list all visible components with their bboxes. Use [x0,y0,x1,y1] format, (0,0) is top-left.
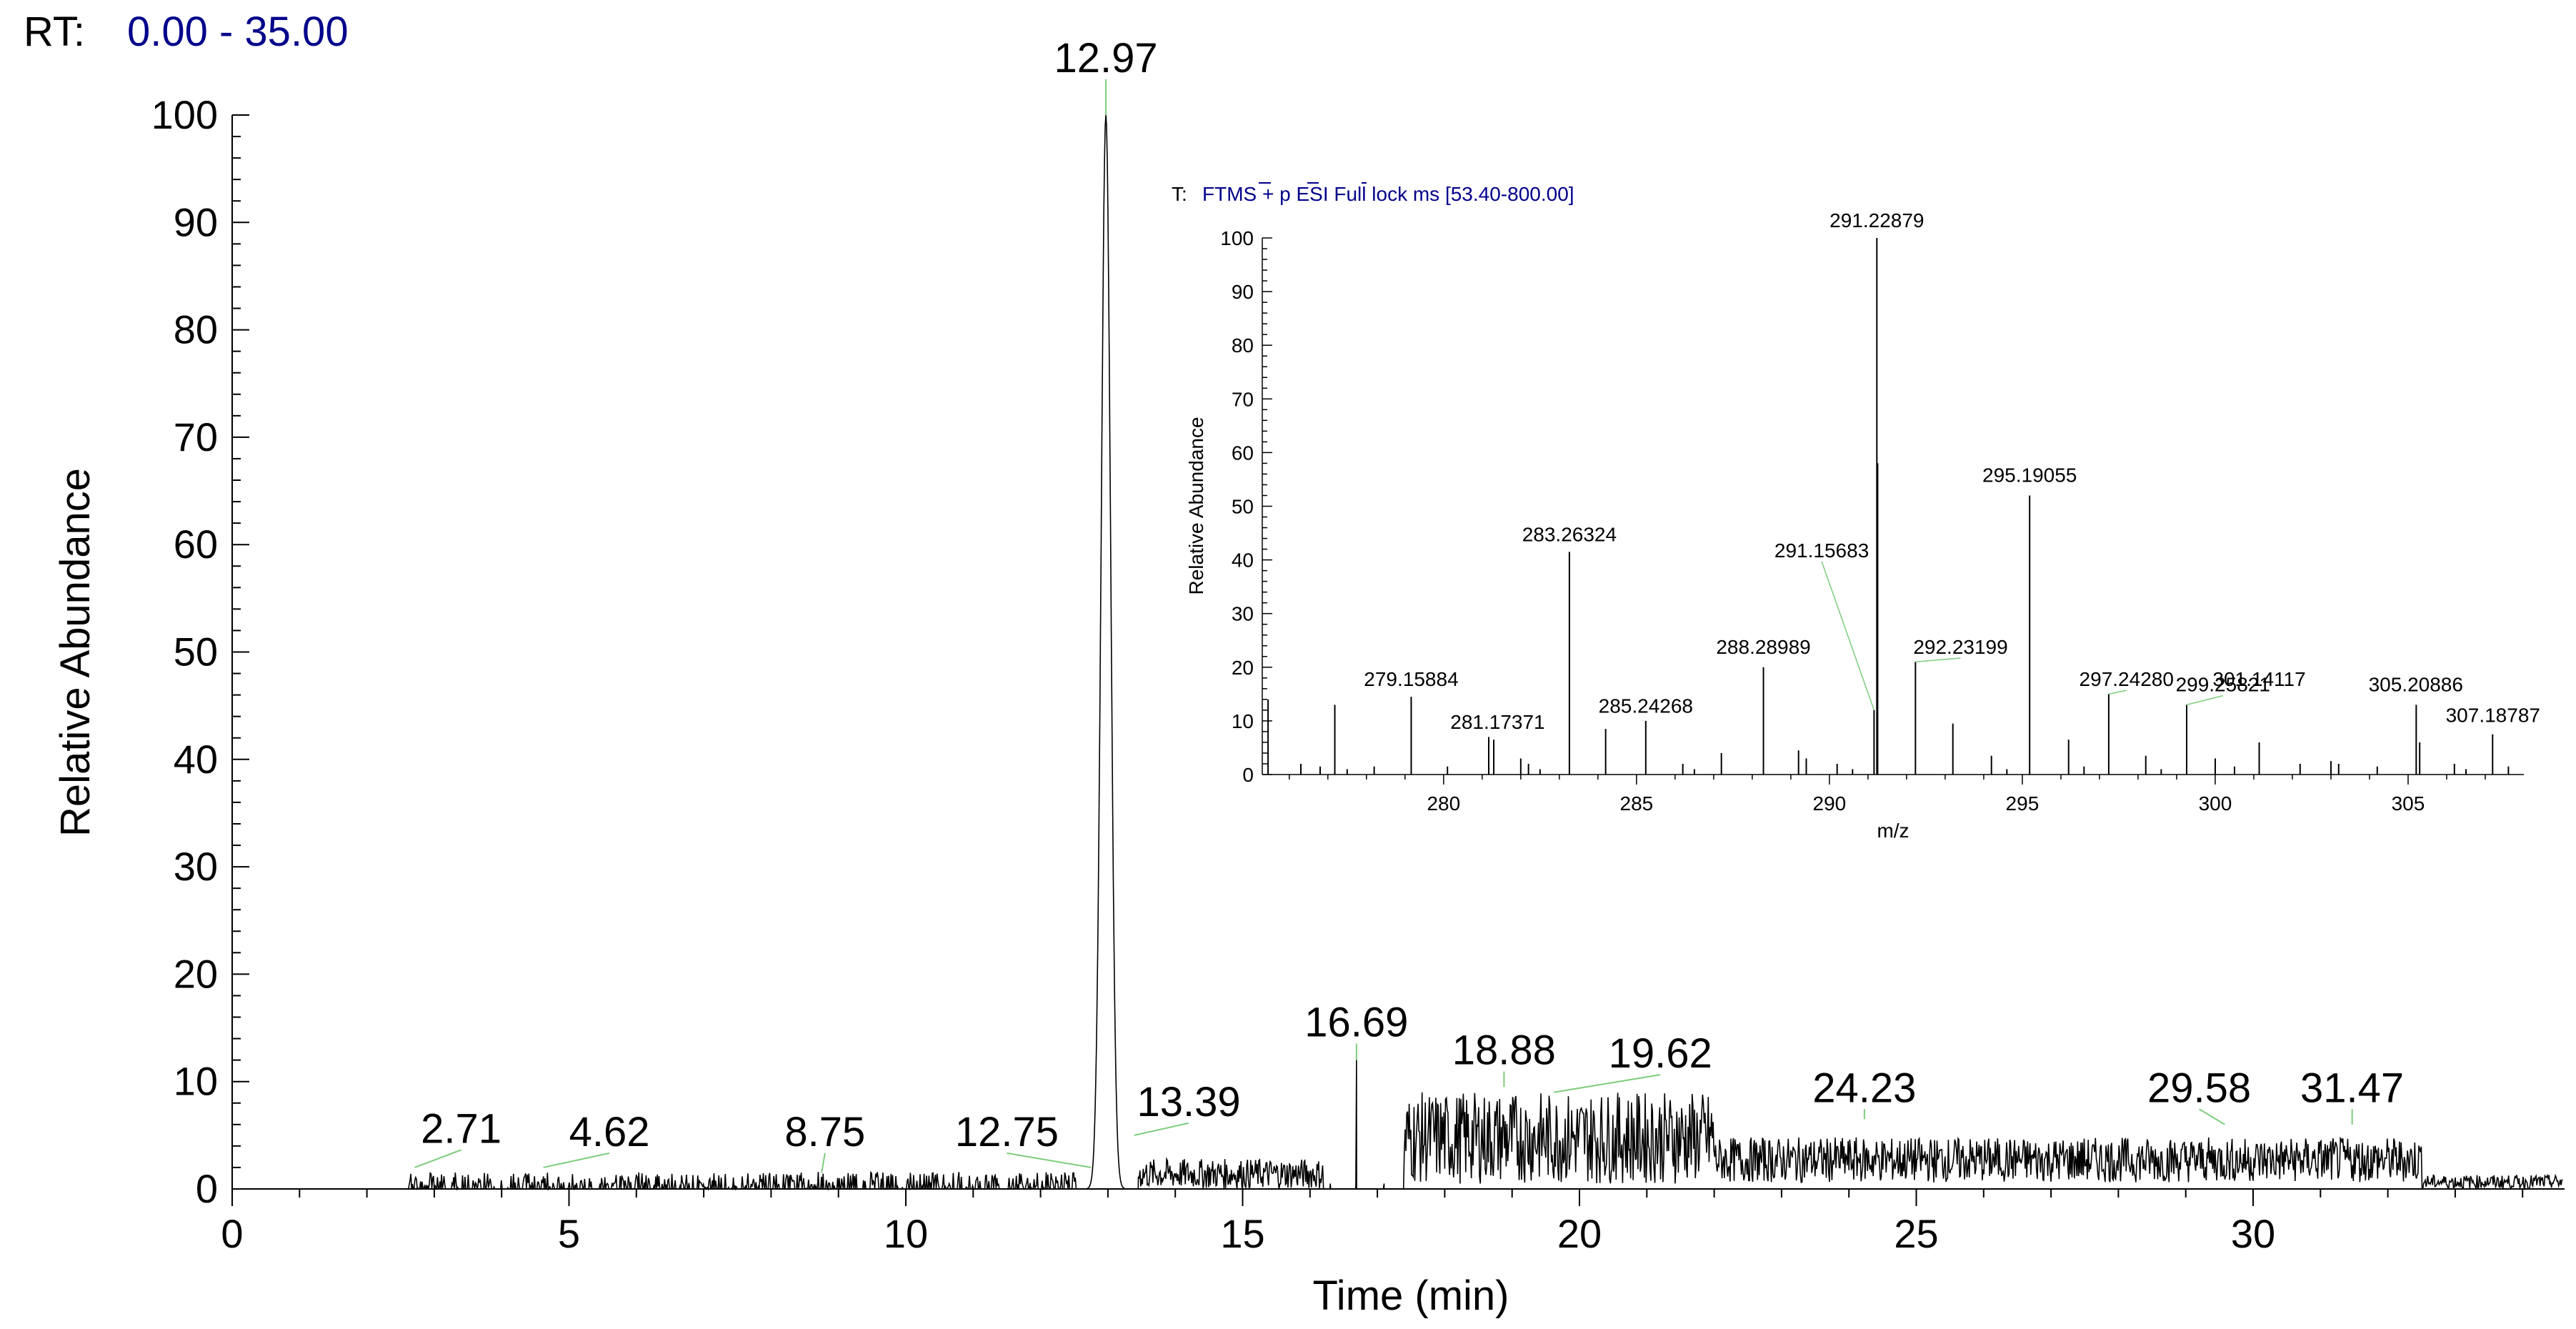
rt-range-prefix: RT: [24,9,85,55]
spectrum-peak-label: 301.14117 [2212,668,2305,690]
peak-label-leader [1007,1152,1092,1168]
peak-labels: 2.71 4.62 8.75 12.75 12.97 13.39 16.69 18.88 19.… [414,35,2404,1173]
spectrum-label-leader [2108,690,2127,695]
spectrum-y-tick-label: 10 [1232,710,1254,732]
spectrum-x-tick-label: 285 [1620,792,1654,815]
scan-filter-prefix: T: [1172,183,1187,205]
peak-label-leader [821,1153,826,1173]
y-tick-label: 80 [174,307,218,352]
x-tick-label: 0 [221,1211,243,1256]
spectrum-y-tick-label: 0 [1242,764,1254,786]
spectrum-y-tick-label: 100 [1220,227,1254,249]
y-tick-label: 10 [174,1059,218,1104]
peak-label: 16.69 [1304,1000,1408,1046]
spectrum-x-ticks: 280 285 290 295 300 305 [1289,775,2486,815]
spectrum-y-tick-label: 20 [1232,657,1254,679]
spectrum-x-tick-label: 290 [1813,792,1847,815]
peak-label: 2.71 [421,1105,501,1152]
spectrum-y-tick-label: 90 [1232,281,1254,303]
spectrum-y-ticks: 0 10 20 30 40 50 60 70 80 90 100 [1220,227,1272,786]
spectrum-y-tick-label: 40 [1232,549,1254,572]
spectrum-x-axis-title: m/z [1877,820,1909,842]
peak-label-leader [543,1152,610,1168]
peak-label: 19.62 [1609,1030,1712,1077]
spectrum-peak-label: 288.28989 [1716,636,1810,658]
spectrum-peak-label: 283.26324 [1522,523,1617,545]
y-tick-label: 50 [174,629,218,675]
y-axis-ticks: 0 10 20 30 40 50 60 70 80 90 100 [151,92,249,1211]
spectrum-peak-label: 285.24268 [1599,695,1693,717]
y-tick-label: 20 [174,951,218,996]
spectrum-peak-label: 299.25821 [2176,674,2270,696]
spectrum-label-leader [1821,561,1875,711]
spectrum-peak-label: 297.24280 [2080,668,2174,690]
x-tick-label: 5 [558,1211,580,1256]
x-tick-label: 30 [2231,1211,2275,1256]
peak-label: 4.62 [569,1109,650,1155]
y-tick-label: 40 [174,737,218,782]
peak-label: 12.97 [1054,35,1157,81]
spectrum-y-tick-label: 50 [1232,496,1254,518]
x-tick-label: 25 [1894,1211,1938,1256]
rt-range-value: 0.00 - 35.00 [127,9,349,55]
spectrum-peak-label: 295.19055 [1982,464,2077,487]
y-tick-label: 0 [196,1166,218,1211]
peak-label-leader [1554,1074,1661,1093]
spectrum-peak-label: 281.17371 [1450,711,1544,733]
y-tick-label: 30 [174,844,218,889]
spectrum-label-leader [1915,657,1961,663]
peak-label: 13.39 [1137,1079,1240,1125]
x-tick-label: 10 [884,1211,928,1256]
spectrum-peaks [1267,238,2510,775]
peak-label: 12.75 [955,1109,1059,1155]
spectrum-label-leader [2186,695,2223,706]
peak-label: 8.75 [784,1109,865,1155]
spectrum-y-tick-label: 30 [1232,603,1254,625]
peak-label-leader [1134,1122,1189,1136]
spectrum-y-axis-title: Relative Abundance [1185,417,1207,594]
peak-label: 18.88 [1452,1027,1556,1074]
y-tick-label: 70 [174,414,218,459]
mass-spectrum-inset: T: FTMS + p ESI Full lock ms [53.40-800.… [1172,182,2540,842]
scan-filter-text: FTMS + p ESI Full lock ms [53.40-800.00] [1202,183,1574,205]
y-tick-label: 60 [174,522,218,567]
spectrum-x-tick-label: 295 [2006,792,2040,815]
peak-label: 29.58 [2147,1065,2251,1111]
spectrum-peak-label: 305.20886 [2369,674,2463,696]
x-tick-label: 20 [1557,1211,1602,1256]
spectrum-y-tick-label: 60 [1232,442,1254,464]
peak-label-leader [2199,1108,2225,1125]
spectrum-peak-label: 279.15884 [1364,668,1458,690]
x-axis-ticks: 0 5 10 15 20 25 30 [221,1189,2524,1256]
x-axis-title: Time (min) [1313,1273,1509,1319]
peak-label: 31.47 [2300,1065,2404,1111]
spectrum-x-tick-label: 305 [2392,792,2425,815]
y-axis-title: Relative Abundance [52,468,99,837]
spectrum-peak-label: 307.18787 [2446,704,2540,726]
x-tick-label: 15 [1220,1211,1264,1256]
spectrum-peak-label: 292.23199 [1913,636,2007,658]
y-tick-label: 100 [151,92,218,137]
spectrum-x-tick-label: 280 [1427,792,1460,815]
spectrum-y-tick-label: 80 [1232,334,1254,357]
spectrum-peak-labels: 279.15884 281.17371 283.26324 285.24268 288.… [1364,209,2540,733]
peak-label-leader [414,1149,461,1168]
peak-label: 24.23 [1812,1065,1916,1111]
spectrum-x-tick-label: 300 [2199,792,2232,815]
spectrum-peak-label: 291.15683 [1774,539,1869,562]
spectrum-y-tick-label: 70 [1232,388,1254,410]
spectrum-peak-label: 291.22879 [1829,209,1924,232]
y-tick-label: 90 [174,199,218,244]
